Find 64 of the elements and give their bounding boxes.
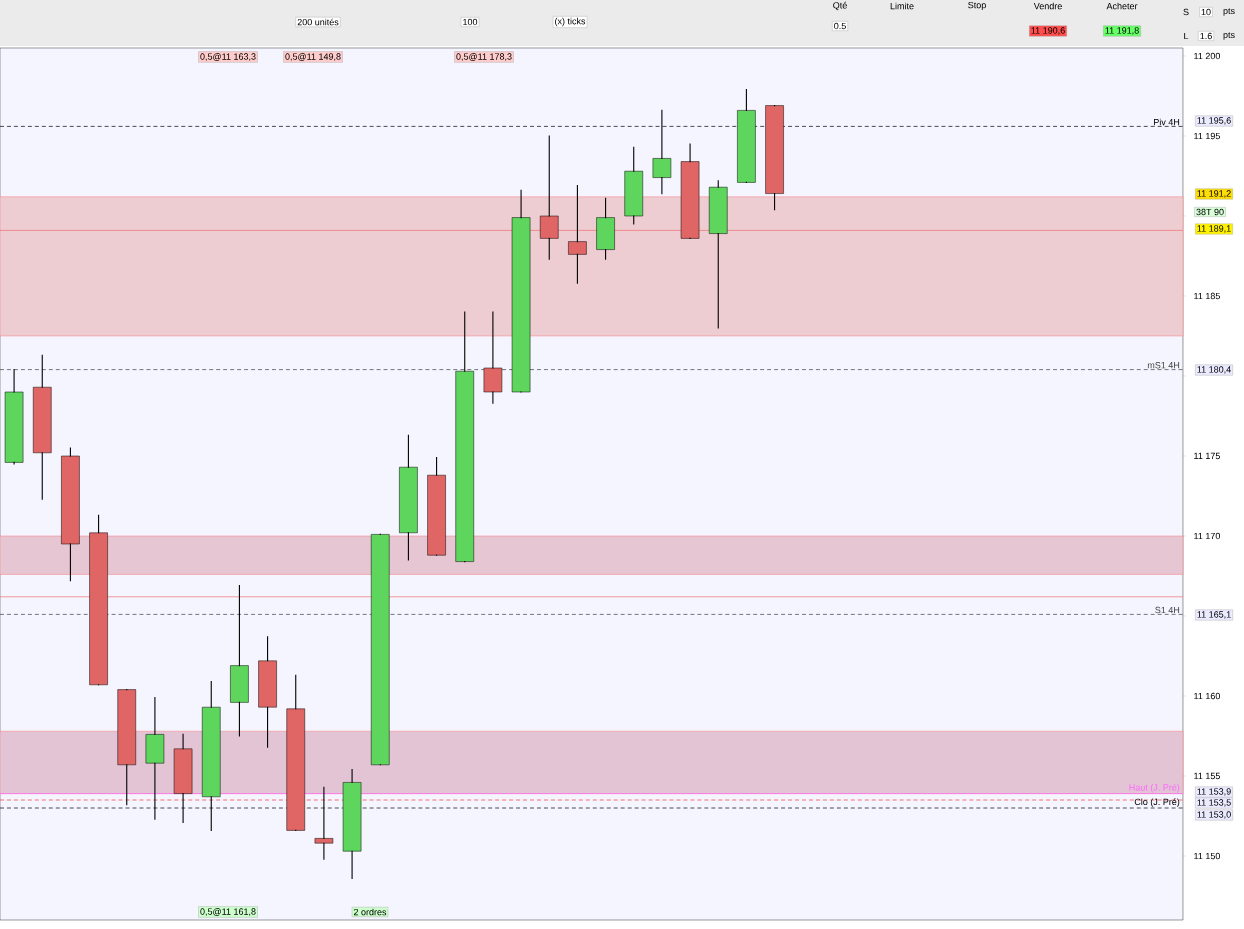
candlestick <box>596 197 615 260</box>
candlestick <box>258 636 277 748</box>
text: Vendre <box>1033 2 1062 10</box>
ref-line-label: Haut (J. Pré) <box>1129 783 1180 793</box>
y-tick-label: 11 195 <box>1194 132 1220 140</box>
text: 38T 90 <box>1196 208 1224 216</box>
candlestick <box>89 514 108 686</box>
y-tick-label: 11 155 <box>1194 772 1220 780</box>
text: 11 191,2 <box>1197 190 1231 198</box>
candlestick <box>511 189 531 393</box>
text: 11 190,6 <box>1031 27 1065 35</box>
text: 11 153,0 <box>1197 811 1231 819</box>
candlestick <box>483 311 503 404</box>
text: S <box>1183 8 1189 16</box>
text: 1.6 <box>1200 32 1212 40</box>
text: 10 <box>1201 8 1211 16</box>
text: (x) ticks <box>555 17 586 27</box>
candlestick <box>568 185 587 284</box>
text: 11 153,9 <box>1197 788 1231 796</box>
annotation: 0,5@11 163,3 <box>200 53 256 61</box>
text: 11 189,1 <box>1197 225 1231 233</box>
candlestick <box>708 180 728 329</box>
y-tick-label: 11 185 <box>1194 292 1220 300</box>
text: pts <box>1223 32 1235 40</box>
candlestick <box>286 674 306 831</box>
text: 11 165,1 <box>1197 611 1231 619</box>
ref-line-label: Clo (J. Pré) <box>1134 798 1180 807</box>
text: Limite <box>890 2 914 10</box>
annotation: 0,5@11 149,8 <box>285 53 341 61</box>
ref-line-label: S1 4H <box>1155 606 1180 614</box>
candlestick <box>399 434 418 561</box>
text: 11 153,5 <box>1197 799 1231 807</box>
y-tick-label: 11 160 <box>1194 692 1220 700</box>
text: pts <box>1223 8 1235 16</box>
candlestick <box>61 447 80 582</box>
y-tick-label: 11 175 <box>1194 452 1220 460</box>
candlestick <box>4 369 24 465</box>
candlestick <box>455 311 475 562</box>
text: Acheter <box>1106 2 1138 10</box>
y-tick-label: 11 200 <box>1194 52 1220 60</box>
y-tick-label: 11 150 <box>1194 852 1220 860</box>
text: L <box>1184 32 1189 40</box>
annotation: 2 ordres <box>353 908 387 916</box>
candlestick <box>624 146 643 225</box>
y-tick-label: 11 170 <box>1194 532 1220 540</box>
text: 0.5 <box>834 22 846 30</box>
candlestick <box>427 457 446 556</box>
candlestick <box>680 143 700 239</box>
ref-line-label: mS1 4H <box>1147 362 1180 369</box>
text: Stop <box>968 1 986 11</box>
candlestick <box>117 689 137 806</box>
text: 11 195,6 <box>1197 117 1231 125</box>
candlestick <box>370 534 390 766</box>
annotation: 0,5@11 178,3 <box>456 53 512 61</box>
text: 100 <box>463 18 478 26</box>
text: Qté <box>833 1 847 11</box>
annotation: 0,5@11 161,8 <box>200 908 256 916</box>
text: 200 unités <box>297 18 339 26</box>
candlestick <box>32 354 52 500</box>
candlestick <box>539 135 559 260</box>
candlestick <box>230 585 249 737</box>
text: 11 180,4 <box>1197 366 1231 374</box>
text: 11 191,8 <box>1105 27 1139 35</box>
ref-line-label: Piv 4H <box>1154 118 1180 126</box>
